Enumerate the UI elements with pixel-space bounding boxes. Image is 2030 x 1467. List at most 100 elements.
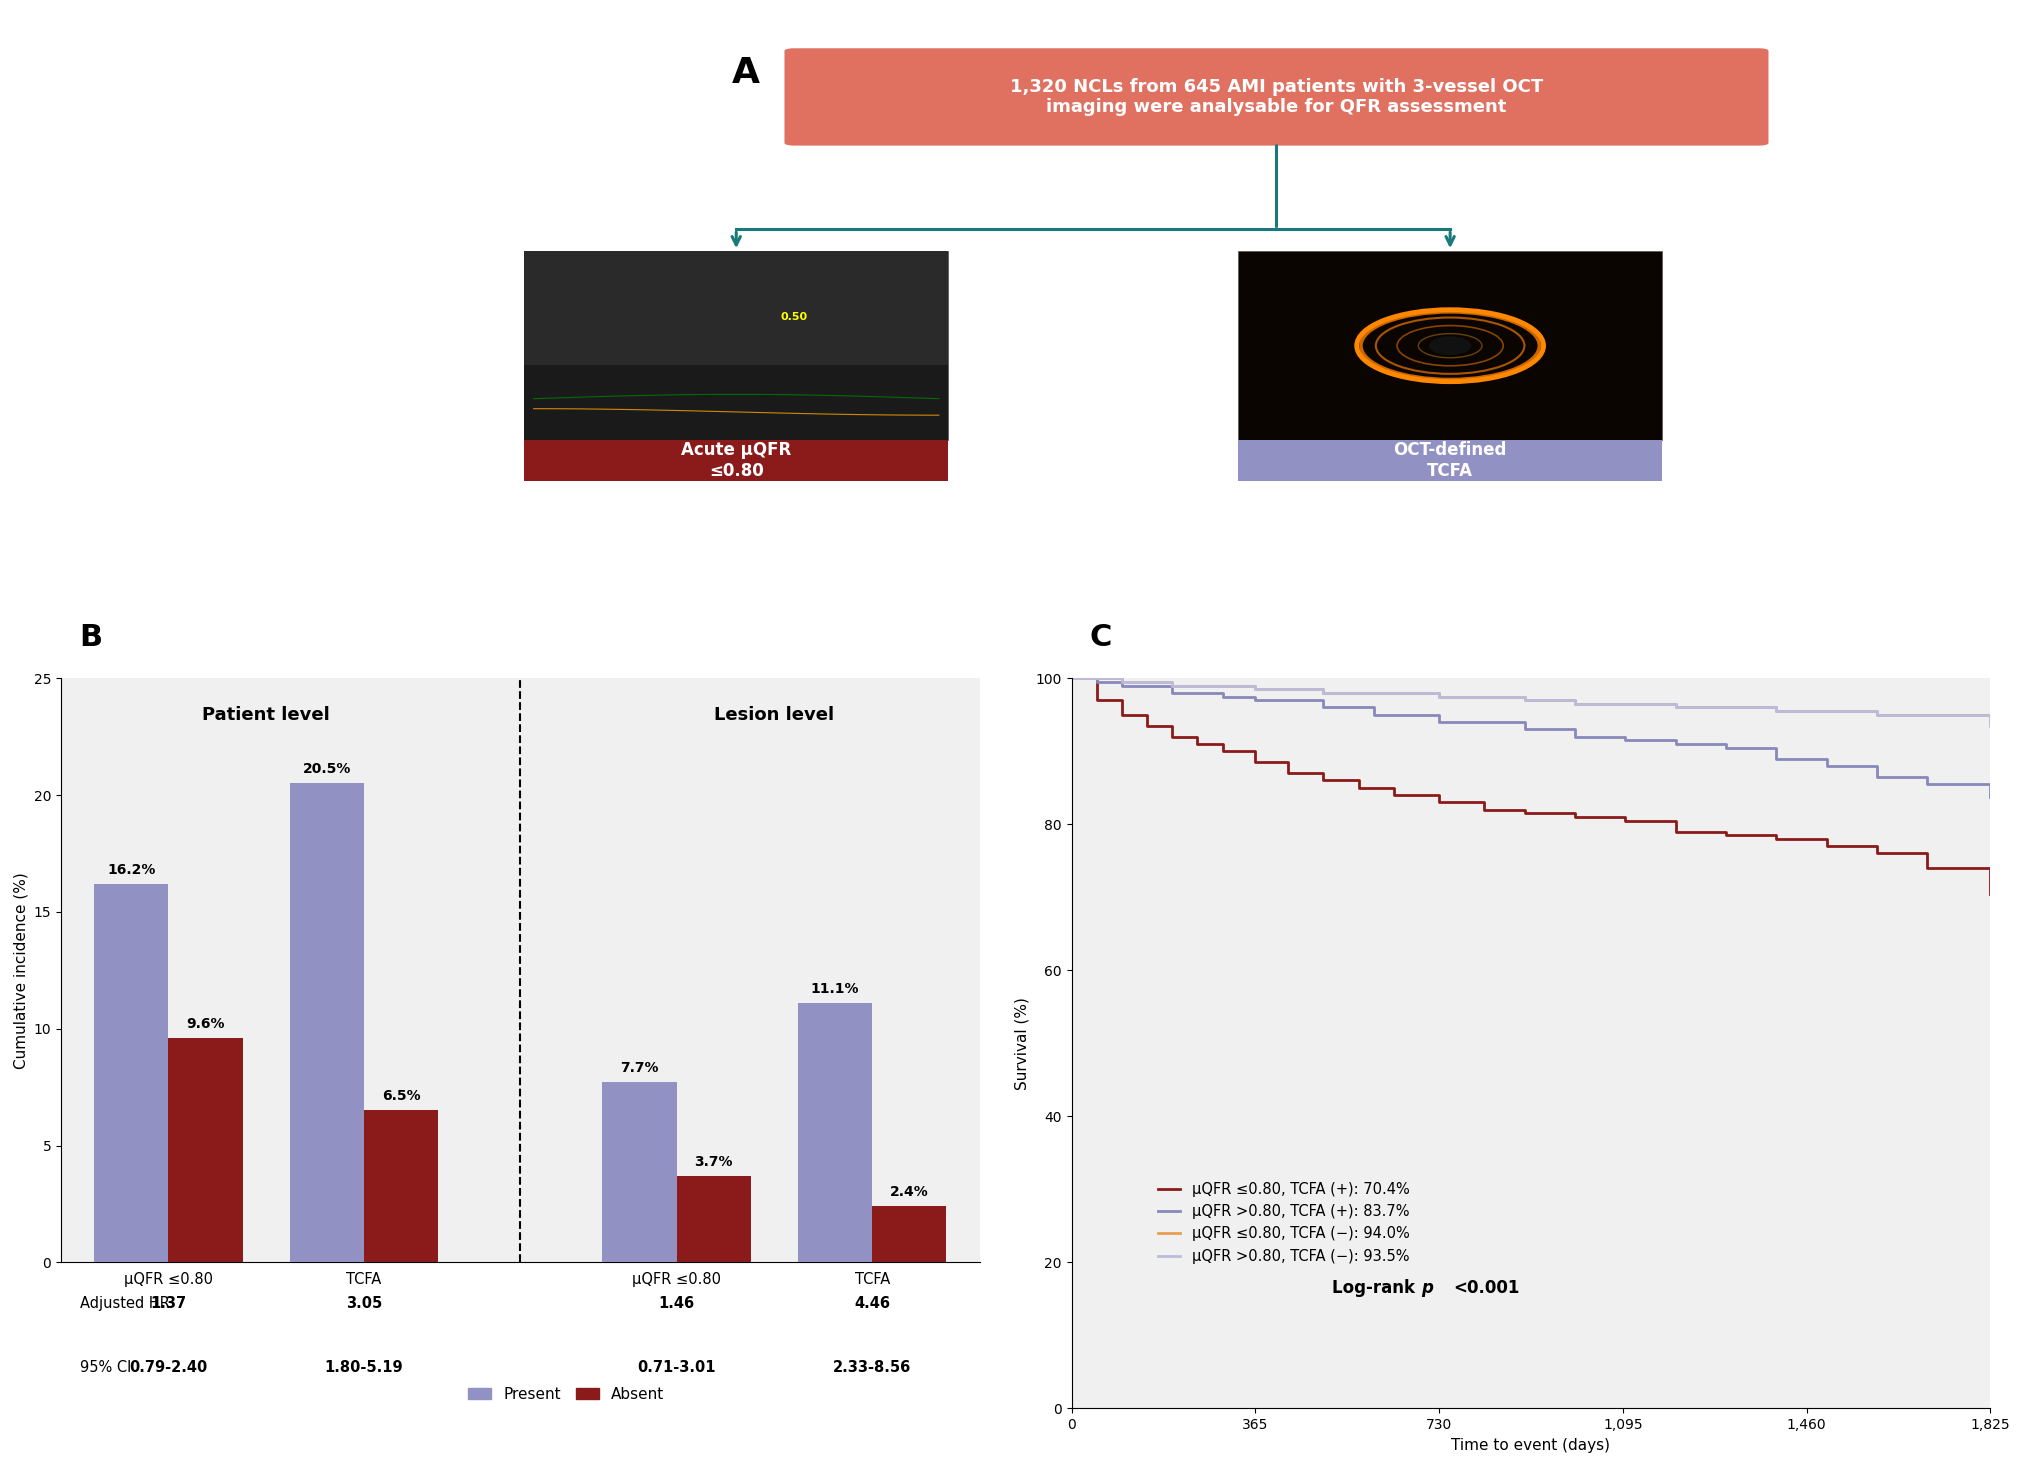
μQFR ≤0.80, TCFA (+): 70.4%: (300, 90): 70.4%: (300, 90) bbox=[1210, 742, 1234, 760]
Bar bbox=[363, 1111, 438, 1262]
Bar bbox=[93, 883, 168, 1262]
FancyBboxPatch shape bbox=[524, 365, 948, 440]
Text: A: A bbox=[731, 56, 759, 91]
Text: Patient level: Patient level bbox=[203, 706, 331, 725]
Y-axis label: Cumulative incidence (%): Cumulative incidence (%) bbox=[12, 871, 28, 1068]
μQFR ≤0.80, TCFA (−): 94.0%: (730, 97.5): 94.0%: (730, 97.5) bbox=[1427, 688, 1451, 706]
μQFR ≤0.80, TCFA (+): 70.4%: (730, 83): 70.4%: (730, 83) bbox=[1427, 794, 1451, 811]
FancyBboxPatch shape bbox=[1236, 251, 1661, 440]
μQFR >0.80, TCFA (+): 83.7%: (100, 99): 83.7%: (100, 99) bbox=[1108, 676, 1133, 694]
Text: 0.50: 0.50 bbox=[780, 312, 808, 323]
Legend: μQFR ≤0.80, TCFA (+): 70.4%, μQFR >0.80, TCFA (+): 83.7%, μQFR ≤0.80, TCFA (−): : μQFR ≤0.80, TCFA (+): 70.4%, μQFR >0.80,… bbox=[1151, 1177, 1415, 1269]
μQFR ≤0.80, TCFA (+): 70.4%: (200, 92): 70.4%: (200, 92) bbox=[1159, 728, 1183, 745]
μQFR >0.80, TCFA (+): 83.7%: (200, 98): 83.7%: (200, 98) bbox=[1159, 684, 1183, 701]
μQFR ≤0.80, TCFA (−): 94.0%: (1.6e+03, 95): 94.0%: (1.6e+03, 95) bbox=[1864, 706, 1888, 723]
Text: 11.1%: 11.1% bbox=[810, 981, 859, 996]
μQFR >0.80, TCFA (+): 83.7%: (0, 100): 83.7%: (0, 100) bbox=[1060, 669, 1084, 687]
μQFR ≤0.80, TCFA (+): 70.4%: (1.6e+03, 76): 70.4%: (1.6e+03, 76) bbox=[1864, 845, 1888, 863]
μQFR >0.80, TCFA (+): 83.7%: (600, 95): 83.7%: (600, 95) bbox=[1360, 706, 1384, 723]
Text: 0.79-2.40: 0.79-2.40 bbox=[130, 1360, 207, 1375]
μQFR >0.80, TCFA (+): 83.7%: (1.4e+03, 89): 83.7%: (1.4e+03, 89) bbox=[1764, 750, 1788, 767]
μQFR ≤0.80, TCFA (+): 70.4%: (100, 95): 70.4%: (100, 95) bbox=[1108, 706, 1133, 723]
μQFR ≤0.80, TCFA (−): 94.0%: (900, 97): 94.0%: (900, 97) bbox=[1512, 691, 1537, 709]
μQFR >0.80, TCFA (+): 83.7%: (1.2e+03, 91): 83.7%: (1.2e+03, 91) bbox=[1663, 735, 1687, 753]
Text: 9.6%: 9.6% bbox=[187, 1017, 225, 1031]
μQFR ≤0.80, TCFA (+): 70.4%: (1.1e+03, 80.5): 70.4%: (1.1e+03, 80.5) bbox=[1612, 811, 1636, 829]
μQFR ≤0.80, TCFA (+): 70.4%: (0, 100): 70.4%: (0, 100) bbox=[1060, 669, 1084, 687]
μQFR >0.80, TCFA (+): 83.7%: (1.3e+03, 90.5): 83.7%: (1.3e+03, 90.5) bbox=[1713, 739, 1738, 757]
μQFR ≤0.80, TCFA (−): 94.0%: (1.4e+03, 95.5): 94.0%: (1.4e+03, 95.5) bbox=[1764, 703, 1788, 720]
Bar bbox=[871, 1206, 946, 1262]
μQFR ≤0.80, TCFA (+): 70.4%: (430, 87): 70.4%: (430, 87) bbox=[1275, 764, 1299, 782]
μQFR >0.80, TCFA (+): 83.7%: (300, 97.5): 83.7%: (300, 97.5) bbox=[1210, 688, 1234, 706]
FancyBboxPatch shape bbox=[524, 251, 948, 365]
Text: 95% CI: 95% CI bbox=[81, 1360, 132, 1375]
μQFR >0.80, TCFA (+): 83.7%: (1.5e+03, 88): 83.7%: (1.5e+03, 88) bbox=[1813, 757, 1837, 775]
Text: 6.5%: 6.5% bbox=[382, 1090, 420, 1103]
Text: Adjusted HR: Adjusted HR bbox=[81, 1295, 171, 1310]
Text: 1.80-5.19: 1.80-5.19 bbox=[325, 1360, 404, 1375]
Line: μQFR ≤0.80, TCFA (−): 94.0%: μQFR ≤0.80, TCFA (−): 94.0% bbox=[1072, 678, 1989, 722]
FancyBboxPatch shape bbox=[524, 251, 948, 440]
Line: μQFR >0.80, TCFA (−): 93.5%: μQFR >0.80, TCFA (−): 93.5% bbox=[1072, 678, 1989, 726]
μQFR >0.80, TCFA (+): 83.7%: (1.1e+03, 91.5): 83.7%: (1.1e+03, 91.5) bbox=[1612, 732, 1636, 750]
μQFR >0.80, TCFA (+): 83.7%: (730, 94): 83.7%: (730, 94) bbox=[1427, 713, 1451, 731]
μQFR >0.80, TCFA (+): 83.7%: (1.7e+03, 85.5): 83.7%: (1.7e+03, 85.5) bbox=[1914, 776, 1939, 794]
μQFR >0.80, TCFA (−): 93.5%: (200, 99): 93.5%: (200, 99) bbox=[1159, 676, 1183, 694]
Line: μQFR >0.80, TCFA (+): 83.7%: μQFR >0.80, TCFA (+): 83.7% bbox=[1072, 678, 1989, 797]
Bar bbox=[798, 1003, 871, 1262]
μQFR >0.80, TCFA (−): 93.5%: (1e+03, 96.5): 93.5%: (1e+03, 96.5) bbox=[1561, 695, 1585, 713]
μQFR >0.80, TCFA (−): 93.5%: (1.4e+03, 95.5): 93.5%: (1.4e+03, 95.5) bbox=[1764, 703, 1788, 720]
μQFR ≤0.80, TCFA (+): 70.4%: (900, 81.5): 70.4%: (900, 81.5) bbox=[1512, 804, 1537, 822]
Ellipse shape bbox=[1429, 336, 1470, 355]
FancyBboxPatch shape bbox=[784, 48, 1768, 145]
Text: Distribution of cumulative survival rates stratified
by acute μQFR values and OC: Distribution of cumulative survival rate… bbox=[1295, 618, 1766, 657]
Line: μQFR ≤0.80, TCFA (+): 70.4%: μQFR ≤0.80, TCFA (+): 70.4% bbox=[1072, 678, 1989, 895]
Y-axis label: Survival (%): Survival (%) bbox=[1015, 998, 1029, 1090]
Text: Acute μQFR
≤0.80: Acute μQFR ≤0.80 bbox=[680, 442, 792, 480]
Text: Lesion level: Lesion level bbox=[715, 706, 834, 725]
μQFR >0.80, TCFA (+): 83.7%: (1e+03, 92): 83.7%: (1e+03, 92) bbox=[1561, 728, 1585, 745]
μQFR ≤0.80, TCFA (+): 70.4%: (1.82e+03, 70.4): 70.4%: (1.82e+03, 70.4) bbox=[1977, 886, 2002, 904]
μQFR >0.80, TCFA (−): 93.5%: (1.6e+03, 95): 93.5%: (1.6e+03, 95) bbox=[1864, 706, 1888, 723]
Text: 7.7%: 7.7% bbox=[619, 1062, 658, 1075]
μQFR ≤0.80, TCFA (−): 94.0%: (500, 98): 94.0%: (500, 98) bbox=[1311, 684, 1336, 701]
μQFR >0.80, TCFA (−): 93.5%: (365, 98.5): 93.5%: (365, 98.5) bbox=[1242, 681, 1267, 698]
μQFR ≤0.80, TCFA (+): 70.4%: (1.5e+03, 77): 70.4%: (1.5e+03, 77) bbox=[1813, 838, 1837, 855]
Text: C: C bbox=[1090, 623, 1112, 653]
μQFR ≤0.80, TCFA (+): 70.4%: (1.2e+03, 79): 70.4%: (1.2e+03, 79) bbox=[1663, 823, 1687, 841]
μQFR >0.80, TCFA (−): 93.5%: (1.82e+03, 93.5): 93.5%: (1.82e+03, 93.5) bbox=[1977, 717, 2002, 735]
μQFR >0.80, TCFA (−): 93.5%: (1.2e+03, 96): 93.5%: (1.2e+03, 96) bbox=[1663, 698, 1687, 716]
Text: 20.5%: 20.5% bbox=[302, 763, 351, 776]
μQFR ≤0.80, TCFA (+): 70.4%: (570, 85): 70.4%: (570, 85) bbox=[1346, 779, 1370, 797]
μQFR ≤0.80, TCFA (+): 70.4%: (50, 97): 70.4%: (50, 97) bbox=[1084, 691, 1108, 709]
μQFR ≤0.80, TCFA (−): 94.0%: (1e+03, 96.5): 94.0%: (1e+03, 96.5) bbox=[1561, 695, 1585, 713]
Text: B: B bbox=[79, 623, 102, 653]
FancyBboxPatch shape bbox=[1236, 440, 1661, 481]
μQFR >0.80, TCFA (−): 93.5%: (100, 99.5): 93.5%: (100, 99.5) bbox=[1108, 673, 1133, 691]
Text: 1.46: 1.46 bbox=[658, 1295, 694, 1310]
μQFR >0.80, TCFA (+): 83.7%: (365, 97): 83.7%: (365, 97) bbox=[1242, 691, 1267, 709]
μQFR ≤0.80, TCFA (−): 94.0%: (1.82e+03, 94): 94.0%: (1.82e+03, 94) bbox=[1977, 713, 2002, 731]
Text: 4.46: 4.46 bbox=[855, 1295, 889, 1310]
μQFR ≤0.80, TCFA (+): 70.4%: (1.3e+03, 78.5): 70.4%: (1.3e+03, 78.5) bbox=[1713, 826, 1738, 844]
Text: 1,320 NCLs from 645 AMI patients with 3-vessel OCT
imaging were analysable for Q: 1,320 NCLs from 645 AMI patients with 3-… bbox=[1009, 78, 1543, 116]
μQFR ≤0.80, TCFA (+): 70.4%: (1.7e+03, 74): 70.4%: (1.7e+03, 74) bbox=[1914, 860, 1939, 877]
μQFR >0.80, TCFA (+): 83.7%: (50, 99.5): 83.7%: (50, 99.5) bbox=[1084, 673, 1108, 691]
Text: 2.4%: 2.4% bbox=[889, 1185, 928, 1199]
μQFR ≤0.80, TCFA (+): 70.4%: (250, 91): 70.4%: (250, 91) bbox=[1186, 735, 1210, 753]
Text: Log-rank: Log-rank bbox=[1332, 1279, 1421, 1297]
μQFR >0.80, TCFA (−): 93.5%: (0, 100): 93.5%: (0, 100) bbox=[1060, 669, 1084, 687]
Bar bbox=[290, 783, 363, 1262]
X-axis label: Time to event (days): Time to event (days) bbox=[1451, 1438, 1610, 1452]
FancyBboxPatch shape bbox=[524, 440, 948, 481]
Legend: Present, Absent: Present, Absent bbox=[461, 1380, 670, 1408]
Text: 3.7%: 3.7% bbox=[694, 1155, 733, 1169]
Text: 1.37: 1.37 bbox=[150, 1295, 187, 1310]
Text: 2.33-8.56: 2.33-8.56 bbox=[832, 1360, 911, 1375]
μQFR ≤0.80, TCFA (+): 70.4%: (150, 93.5): 70.4%: (150, 93.5) bbox=[1135, 717, 1159, 735]
μQFR ≤0.80, TCFA (+): 70.4%: (500, 86): 70.4%: (500, 86) bbox=[1311, 772, 1336, 789]
Text: <0.001: <0.001 bbox=[1451, 1279, 1518, 1297]
Text: OCT-defined
TCFA: OCT-defined TCFA bbox=[1393, 442, 1506, 480]
Text: 3.05: 3.05 bbox=[345, 1295, 382, 1310]
